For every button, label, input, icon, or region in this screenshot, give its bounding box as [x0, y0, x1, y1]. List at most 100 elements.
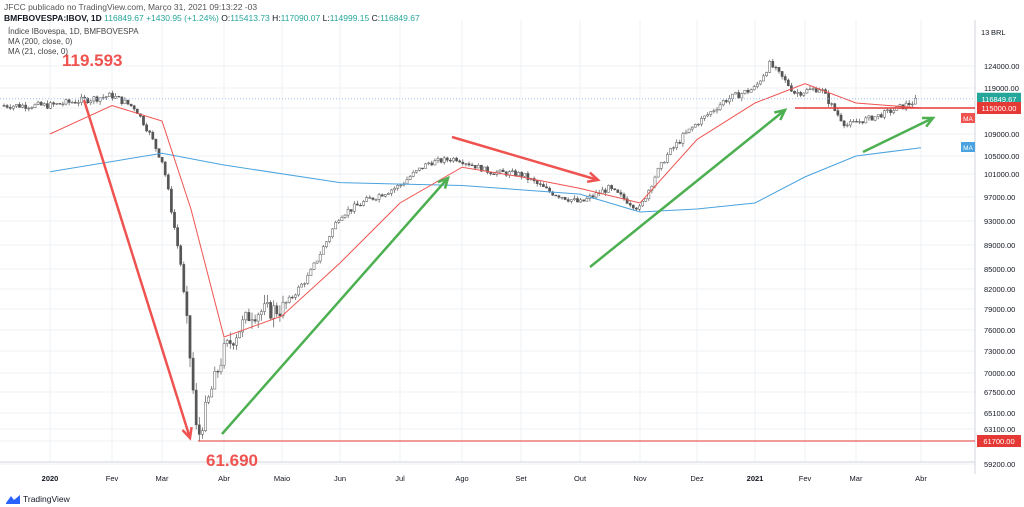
candle-body: [331, 228, 334, 237]
candle-body: [755, 83, 759, 87]
candle-body: [836, 110, 840, 116]
candle-body: [486, 166, 489, 173]
candle-body: [762, 75, 765, 82]
x-tick-label: Maio: [274, 474, 290, 483]
candle-body: [309, 269, 313, 276]
candle-body: [566, 199, 570, 202]
candle-body: [706, 114, 710, 117]
candle-body: [377, 194, 381, 200]
candle-body: [55, 103, 59, 105]
candle-body: [848, 121, 852, 126]
candle-body: [839, 114, 843, 122]
candle-body: [297, 286, 300, 296]
recovery-arrow-head: [437, 175, 450, 189]
candle-body: [241, 319, 245, 333]
candle-body: [132, 105, 136, 110]
y-axis: 59200.00 61700.00 63100.00 65100.00 67500.00…: [984, 62, 1019, 469]
x-tick-label: Jun: [334, 474, 346, 483]
y-tick-label: 101000.00: [984, 170, 1019, 179]
candle-body: [219, 364, 223, 373]
y-tick-label: 59200.00: [984, 460, 1015, 469]
candle-body: [464, 163, 468, 165]
candle-body: [83, 96, 86, 99]
candle-body: [666, 154, 669, 163]
currency-label: BRL: [991, 28, 1006, 37]
y-tick-label: 93000.00: [984, 217, 1015, 226]
candle-body: [238, 331, 241, 339]
candle-body: [160, 157, 164, 163]
candle-body: [721, 100, 725, 106]
ma200-line: [49, 147, 922, 213]
candle-body: [799, 92, 803, 96]
candle-body: [858, 121, 861, 123]
y-tick-label: 63100.00: [984, 425, 1015, 434]
y-tick-label: 119000.00: [984, 84, 1019, 93]
candle-body: [387, 193, 390, 195]
tradingview-logo-icon: [6, 494, 20, 504]
candle-body: [80, 96, 83, 103]
candle-body: [42, 103, 46, 106]
recovery-arrow: [221, 177, 449, 435]
y-tick-label: 97000.00: [984, 193, 1015, 202]
candle-body: [111, 92, 114, 99]
candle-body: [814, 88, 818, 93]
y-tick-label: 85000.00: [984, 265, 1015, 274]
candle-body: [607, 185, 610, 193]
candle-body: [811, 88, 815, 90]
candle-body: [176, 227, 179, 247]
candle-body: [278, 313, 282, 317]
candle-body: [281, 302, 285, 317]
candle-body: [197, 424, 201, 435]
candle-body: [142, 116, 145, 126]
candle-body: [557, 195, 561, 198]
candle-body: [439, 158, 443, 163]
candle-body: [526, 173, 530, 180]
publisher-line: JFCC publicado no TradingView.com, Março…: [4, 2, 258, 12]
candle-body: [883, 110, 886, 118]
candle-body: [405, 179, 409, 184]
rally-arrow: [589, 109, 786, 268]
candle-body: [182, 264, 186, 293]
candle-body: [290, 296, 294, 299]
candle-body: [662, 162, 666, 164]
candle-body: [542, 184, 545, 188]
candle-body: [458, 160, 462, 163]
candle-body: [724, 100, 728, 103]
candle-body: [207, 396, 210, 403]
candle-body: [157, 148, 161, 158]
candle-body: [576, 198, 579, 203]
ohlc-line: BMFBOVESPA:IBOV, 1D 116849.67 +1430.95 (…: [4, 13, 964, 24]
candle-body: [163, 161, 167, 176]
candle-body: [250, 319, 254, 322]
y-tick-label: 109000.00: [984, 130, 1019, 139]
candle-body: [681, 133, 685, 144]
x-axis: 2020 Fev Mar Abr Maio Jun Jul Ago Set Out Nov Dez 20…: [42, 474, 928, 483]
annotation-low: 61.690: [206, 451, 258, 470]
candle-body: [374, 199, 378, 201]
candle-body: [669, 148, 672, 155]
breakout-arrow-head: [921, 116, 936, 128]
candle-body: [619, 192, 623, 195]
candle-body: [455, 157, 458, 162]
chart-header: JFCC publicado no TradingView.com, Março…: [4, 2, 964, 24]
candle-body: [343, 214, 347, 218]
candle-body: [616, 189, 620, 193]
chart-frame: [0, 20, 976, 474]
candle-body: [889, 109, 892, 113]
candle-body: [514, 170, 517, 177]
candle-body: [244, 312, 248, 321]
candle-body: [204, 401, 207, 431]
candle-body: [89, 100, 93, 104]
x-tick-label: Dez: [690, 474, 704, 483]
candle-body: [36, 101, 40, 105]
legend-ma200[interactable]: MA (200, close, 0): [8, 37, 73, 46]
candle-body: [693, 124, 697, 128]
candle-body: [70, 102, 74, 104]
legend-ma21[interactable]: MA (21, close, 0): [8, 47, 69, 56]
candle-body: [247, 312, 251, 322]
high-label: H:: [272, 13, 281, 23]
candle-body: [876, 114, 880, 117]
drop-arrow-head: [181, 426, 193, 441]
candle-body: [365, 197, 369, 202]
